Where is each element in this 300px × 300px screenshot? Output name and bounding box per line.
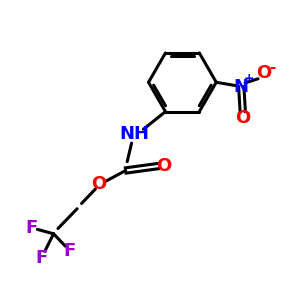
Text: F: F [26,219,38,237]
Text: N: N [234,78,249,96]
Text: +: + [243,72,254,85]
Text: F: F [64,242,76,260]
Text: O: O [156,157,171,175]
Text: O: O [235,109,250,127]
Text: -: - [269,60,275,75]
Text: O: O [92,175,107,193]
Text: F: F [36,249,48,267]
Text: NH: NH [119,125,149,143]
Text: O: O [256,64,271,82]
